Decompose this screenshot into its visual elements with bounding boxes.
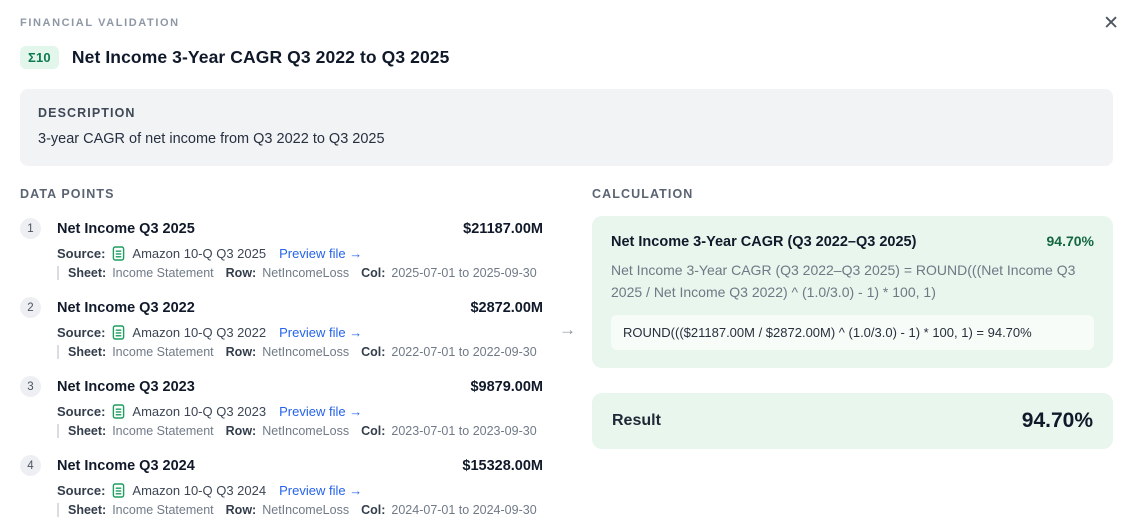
row-label: Row: <box>225 345 257 359</box>
source-file-name: Amazon 10-Q Q3 2023 <box>132 404 267 419</box>
col-label: Col: <box>361 424 386 438</box>
description-label: DESCRIPTION <box>38 106 136 120</box>
result-card: Result 94.70% <box>592 393 1113 450</box>
calculation-section: CALCULATION Net Income 3-Year CAGR (Q3 2… <box>592 187 1113 517</box>
data-point-item: 2 Net Income Q3 2022 $2872.00M Source: A… <box>20 297 543 359</box>
data-point-head: 2 Net Income Q3 2022 $2872.00M <box>20 297 543 318</box>
calculation-title: Net Income 3-Year CAGR (Q3 2022–Q3 2025) <box>611 234 917 250</box>
page-title: Net Income 3-Year CAGR Q3 2022 to Q3 202… <box>71 47 450 67</box>
data-point-meta-row: Sheet: Income Statement Row: NetIncomeLo… <box>57 345 543 359</box>
row-value: NetIncomeLoss <box>262 424 350 438</box>
data-point-meta-row: Sheet: Income Statement Row: NetIncomeLo… <box>57 424 543 438</box>
preview-file-link[interactable]: Preview file → <box>279 246 363 261</box>
data-point-item: 1 Net Income Q3 2025 $21187.00M Source: … <box>20 218 543 280</box>
data-point-title: Net Income Q3 2025 <box>57 220 195 237</box>
data-point-head: 1 Net Income Q3 2025 $21187.00M <box>20 218 543 239</box>
sheet-label: Sheet: <box>68 503 107 517</box>
source-label: Source: <box>57 325 106 340</box>
spreadsheet-file-icon <box>112 404 125 419</box>
data-point-number: 1 <box>20 218 41 239</box>
panel-eyebrow: FINANCIAL VALIDATION <box>20 17 180 29</box>
data-point-source-row: Source: Amazon 10-Q Q3 2023 Preview file… <box>57 404 543 419</box>
preview-file-link[interactable]: Preview file → <box>279 404 363 419</box>
content-columns: DATA POINTS 1 Net Income Q3 2025 $21187.… <box>20 187 1113 517</box>
data-point-number: 4 <box>20 455 41 476</box>
close-icon: ✕ <box>1103 13 1119 34</box>
source-file-name: Amazon 10-Q Q3 2024 <box>132 483 267 498</box>
data-point-item: 3 Net Income Q3 2023 $9879.00M Source: A… <box>20 376 543 438</box>
column-gap: → <box>543 187 592 517</box>
sheet-label: Sheet: <box>68 424 107 438</box>
sheet-value: Income Statement <box>112 266 214 280</box>
data-point-head: 4 Net Income Q3 2024 $15328.00M <box>20 455 543 476</box>
data-point-title: Net Income Q3 2022 <box>57 299 195 316</box>
data-point-number: 2 <box>20 297 41 318</box>
data-point-meta-row: Sheet: Income Statement Row: NetIncomeLo… <box>57 503 543 517</box>
calculation-substitution: ROUND((($21187.00M / $2872.00M) ^ (1.0/3… <box>611 315 1094 351</box>
calculation-label: CALCULATION <box>592 187 694 201</box>
source-file-name: Amazon 10-Q Q3 2025 <box>132 246 267 261</box>
col-label: Col: <box>361 503 386 517</box>
sheet-value: Income Statement <box>112 345 214 359</box>
data-point-source-row: Source: Amazon 10-Q Q3 2022 Preview file… <box>57 325 543 340</box>
sheet-value: Income Statement <box>112 424 214 438</box>
col-label: Col: <box>361 345 386 359</box>
description-box: DESCRIPTION 3-year CAGR of net income fr… <box>20 89 1113 166</box>
row-value: NetIncomeLoss <box>262 266 350 280</box>
data-point-value: $15328.00M <box>462 457 543 474</box>
data-point-source-row: Source: Amazon 10-Q Q3 2024 Preview file… <box>57 483 543 498</box>
data-point-value: $9879.00M <box>470 378 543 395</box>
calculation-percent: 94.70% <box>1046 233 1094 249</box>
data-points-section: DATA POINTS 1 Net Income Q3 2025 $21187.… <box>20 187 543 517</box>
data-point-value: $2872.00M <box>470 299 543 316</box>
calculation-card: Net Income 3-Year CAGR (Q3 2022–Q3 2025)… <box>592 216 1113 369</box>
data-point-meta-row: Sheet: Income Statement Row: NetIncomeLo… <box>57 266 543 280</box>
close-button[interactable]: ✕ <box>1099 10 1123 37</box>
source-label: Source: <box>57 404 106 419</box>
spreadsheet-file-icon <box>112 483 125 498</box>
sheet-label: Sheet: <box>68 345 107 359</box>
data-point-item: 4 Net Income Q3 2024 $15328.00M Source: … <box>20 455 543 517</box>
row-label: Row: <box>225 266 257 280</box>
data-point-value: $21187.00M <box>463 220 543 237</box>
calculation-card-head: Net Income 3-Year CAGR (Q3 2022–Q3 2025)… <box>611 233 1094 250</box>
preview-file-link[interactable]: Preview file → <box>279 483 363 498</box>
title-row: Σ10 Net Income 3-Year CAGR Q3 2022 to Q3… <box>20 46 1113 69</box>
flow-arrow-icon: → <box>559 320 576 339</box>
col-value: 2022-07-01 to 2022-09-30 <box>391 345 537 359</box>
source-file-name: Amazon 10-Q Q3 2022 <box>132 325 267 340</box>
result-value: 94.70% <box>1021 409 1093 433</box>
row-label: Row: <box>225 424 257 438</box>
calculation-formula: Net Income 3-Year CAGR (Q3 2022–Q3 2025)… <box>611 262 1076 300</box>
sheet-value: Income Statement <box>112 503 214 517</box>
data-point-title: Net Income Q3 2023 <box>57 378 195 395</box>
spreadsheet-file-icon <box>112 325 125 340</box>
col-value: 2024-07-01 to 2024-09-30 <box>391 503 537 517</box>
data-point-head: 3 Net Income Q3 2023 $9879.00M <box>20 376 543 397</box>
description-text: 3-year CAGR of net income from Q3 2022 t… <box>38 131 385 147</box>
data-points-label: DATA POINTS <box>20 187 115 201</box>
source-label: Source: <box>57 483 106 498</box>
row-value: NetIncomeLoss <box>262 345 350 359</box>
data-point-number: 3 <box>20 376 41 397</box>
row-value: NetIncomeLoss <box>262 503 350 517</box>
data-point-source-row: Source: Amazon 10-Q Q3 2025 Preview file… <box>57 246 543 261</box>
source-label: Source: <box>57 246 106 261</box>
col-value: 2025-07-01 to 2025-09-30 <box>391 266 537 280</box>
spreadsheet-file-icon <box>112 246 125 261</box>
sigma-count-badge: Σ10 <box>20 46 59 69</box>
row-label: Row: <box>225 503 257 517</box>
col-label: Col: <box>361 266 386 280</box>
col-value: 2023-07-01 to 2023-09-30 <box>391 424 537 438</box>
preview-file-link[interactable]: Preview file → <box>279 325 363 340</box>
sheet-label: Sheet: <box>68 266 107 280</box>
data-point-title: Net Income Q3 2024 <box>57 457 195 474</box>
result-label: Result <box>612 412 661 430</box>
